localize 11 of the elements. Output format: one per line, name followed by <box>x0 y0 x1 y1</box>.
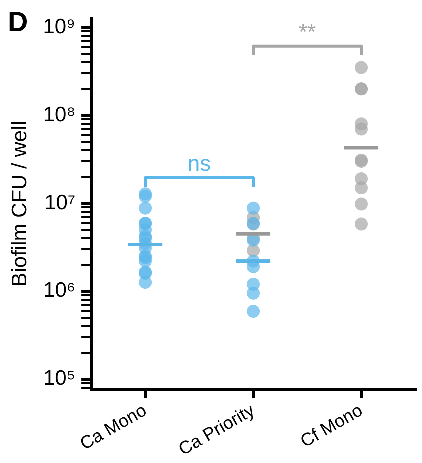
y-tick-label: 10⁹ <box>43 16 76 39</box>
x-tick-label: Ca Mono <box>76 400 150 454</box>
text: D <box>8 6 28 38</box>
x-tick-label: Cf Mono <box>297 400 366 452</box>
annotation: ** <box>298 19 317 44</box>
y-tick-label: 10⁶ <box>44 279 76 302</box>
y-axis-title: Biofilm CFU / well <box>8 121 32 287</box>
y-tick-label: 10⁷ <box>44 191 76 214</box>
y-tick-label: 10⁵ <box>43 367 76 390</box>
y-tick-label: 10⁸ <box>43 103 76 126</box>
annotation: ns <box>188 151 212 176</box>
